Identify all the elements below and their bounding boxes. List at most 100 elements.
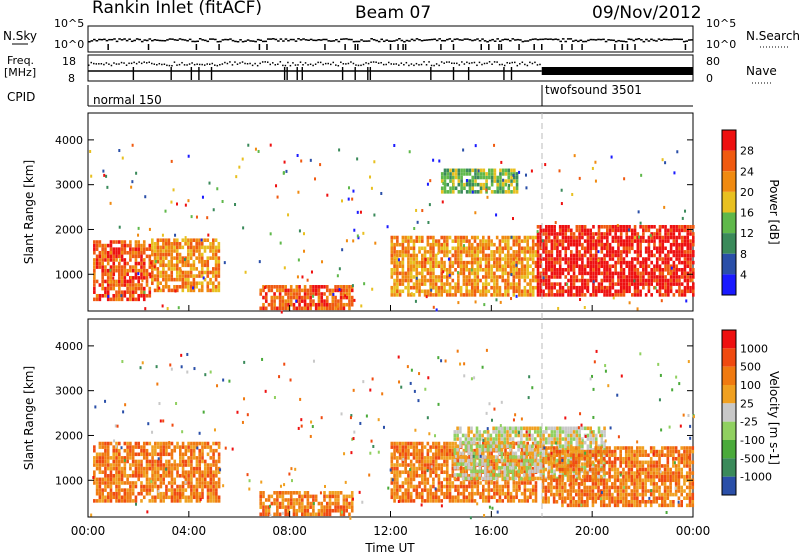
heatmap-cell	[664, 267, 667, 272]
nsky-sample	[345, 38, 348, 40]
heatmap-cell	[644, 267, 648, 272]
heatmap-cell	[134, 283, 138, 287]
heatmap-cell	[440, 235, 444, 240]
heatmap-cell	[462, 499, 466, 503]
heatmap-cell	[581, 278, 584, 283]
heatmap-cell	[456, 448, 459, 452]
heatmap-cell	[184, 263, 187, 268]
freq-sample	[345, 63, 347, 65]
heatmap-point	[634, 275, 637, 279]
heatmap-cell	[459, 271, 463, 276]
heatmap-cell	[506, 469, 509, 474]
freq-sample	[100, 62, 103, 65]
heatmap-cell	[603, 264, 606, 268]
heatmap-cell	[452, 186, 455, 191]
heatmap-cell	[683, 253, 687, 258]
heatmap-cell	[545, 224, 548, 229]
heatmap-cell	[334, 501, 337, 506]
heatmap-cell	[572, 253, 576, 258]
heatmap-cell	[550, 260, 554, 265]
heatmap-cell	[495, 473, 498, 477]
heatmap-cell	[639, 239, 642, 243]
heatmap-cell	[215, 488, 218, 492]
freq-sample	[314, 63, 317, 65]
heatmap-cell	[495, 465, 498, 470]
heatmap-cell	[173, 256, 176, 260]
heatmap-cell	[468, 246, 471, 251]
heatmap-cell	[134, 499, 138, 503]
heatmap-cell	[509, 282, 513, 286]
heatmap-point	[414, 299, 417, 303]
heatmap-cell	[148, 463, 152, 467]
nsky-sample	[382, 40, 386, 43]
nsky-sample	[435, 39, 439, 42]
heatmap-cell	[506, 473, 509, 477]
heatmap-cell	[348, 494, 351, 499]
heatmap-cell	[451, 463, 455, 467]
heatmap-cell	[106, 276, 110, 280]
heatmap-cell	[217, 452, 221, 457]
heatmap-cell	[490, 267, 493, 272]
heatmap-cell	[600, 257, 604, 261]
heatmap-cell	[589, 228, 592, 233]
heatmap-cell	[470, 488, 474, 492]
heatmap-cell	[267, 508, 271, 513]
heatmap-cell	[661, 271, 665, 276]
heatmap-cell	[309, 285, 312, 289]
heatmap-cell	[468, 456, 471, 460]
heatmap-cell	[476, 282, 480, 286]
heatmap-cell	[460, 190, 463, 194]
heatmap-cell	[131, 290, 135, 294]
heatmap-cell	[350, 505, 354, 509]
freq-sample	[302, 63, 304, 66]
heatmap-cell	[539, 275, 543, 279]
heatmap-cell	[212, 441, 215, 446]
heatmap-cell	[415, 278, 419, 283]
nsky-sample	[312, 39, 315, 42]
heatmap-cell	[497, 444, 501, 449]
heatmap-cell	[468, 481, 471, 485]
heatmap-cell	[655, 250, 659, 254]
heatmap-cell	[423, 250, 427, 254]
heatmap-cell	[195, 242, 198, 246]
heatmap-cell	[390, 275, 394, 279]
heatmap-cell	[267, 498, 271, 502]
heatmap-cell	[460, 182, 463, 187]
heatmap-cell	[680, 293, 684, 297]
heatmap-cell	[187, 281, 190, 286]
heatmap-cell	[137, 463, 141, 467]
heatmap-cell	[445, 445, 449, 449]
heatmap-cell	[178, 267, 182, 271]
heatmap-cell	[401, 235, 405, 240]
nsky-sample	[685, 40, 689, 42]
heatmap-cell	[440, 190, 444, 194]
heatmap-cell	[217, 274, 221, 278]
heatmap-cell	[131, 473, 135, 478]
heatmap-cell	[170, 270, 174, 275]
heatmap-cell	[390, 285, 394, 290]
heatmap-cell	[162, 238, 165, 243]
heatmap-cell	[123, 441, 127, 446]
heatmap-cell	[650, 282, 653, 286]
heatmap-cell	[655, 267, 659, 272]
heatmap-cell	[490, 257, 493, 261]
heatmap-cell	[465, 250, 468, 254]
heatmap-cell	[418, 285, 421, 290]
heatmap-cell	[586, 285, 590, 290]
heatmap-cell	[115, 265, 118, 269]
heatmap-cell	[504, 239, 507, 243]
heatmap-cell	[109, 286, 113, 291]
heatmap-point	[591, 166, 594, 170]
heatmap-cell	[470, 242, 474, 247]
heatmap-cell	[98, 495, 102, 500]
heatmap-cell	[667, 285, 670, 290]
heatmap-point	[594, 160, 597, 164]
heatmap-cell	[134, 247, 138, 251]
heatmap-cell	[137, 250, 141, 255]
heatmap-cell	[187, 445, 190, 449]
heatmap-cell	[129, 448, 132, 453]
heatmap-cell	[151, 263, 154, 268]
heatmap-cell	[495, 267, 499, 272]
freq-sample	[292, 62, 294, 64]
